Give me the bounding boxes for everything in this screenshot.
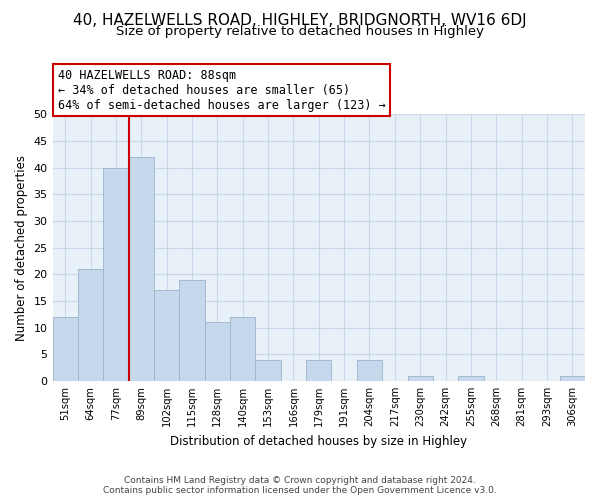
Bar	[256, 360, 281, 381]
Bar	[205, 322, 230, 381]
Text: 40, HAZELWELLS ROAD, HIGHLEY, BRIDGNORTH, WV16 6DJ: 40, HAZELWELLS ROAD, HIGHLEY, BRIDGNORTH…	[73, 12, 527, 28]
Bar	[306, 360, 331, 381]
Y-axis label: Number of detached properties: Number of detached properties	[15, 154, 28, 340]
Bar	[407, 376, 433, 381]
Bar	[560, 376, 585, 381]
Bar	[458, 376, 484, 381]
Bar	[103, 168, 128, 381]
X-axis label: Distribution of detached houses by size in Highley: Distribution of detached houses by size …	[170, 434, 467, 448]
Bar	[230, 317, 256, 381]
Bar	[154, 290, 179, 381]
Bar	[128, 157, 154, 381]
Bar	[78, 269, 103, 381]
Bar	[53, 317, 78, 381]
Text: 40 HAZELWELLS ROAD: 88sqm
← 34% of detached houses are smaller (65)
64% of semi-: 40 HAZELWELLS ROAD: 88sqm ← 34% of detac…	[58, 68, 386, 112]
Bar	[357, 360, 382, 381]
Text: Size of property relative to detached houses in Highley: Size of property relative to detached ho…	[116, 25, 484, 38]
Bar	[179, 280, 205, 381]
Text: Contains HM Land Registry data © Crown copyright and database right 2024.
Contai: Contains HM Land Registry data © Crown c…	[103, 476, 497, 495]
